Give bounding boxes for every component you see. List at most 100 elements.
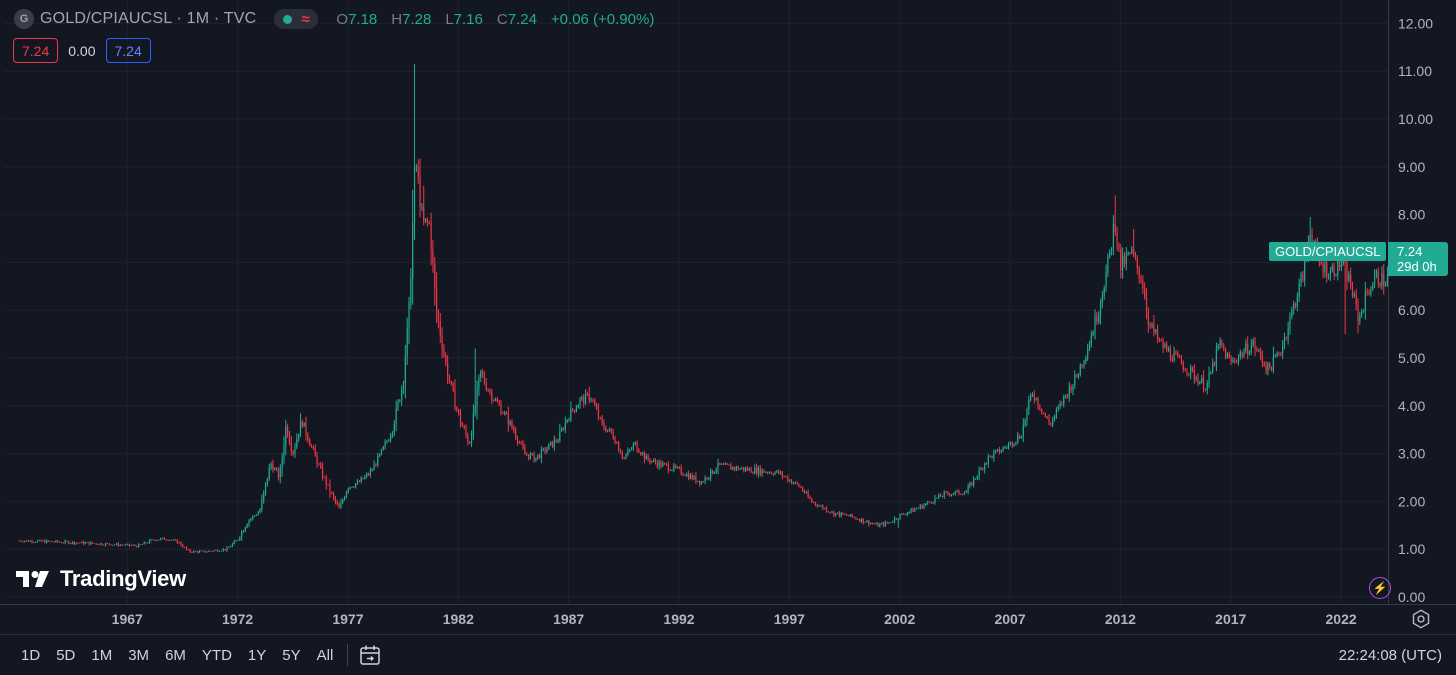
candle-body <box>888 522 890 524</box>
market-status-pill[interactable]: ≈ <box>274 9 319 29</box>
candle-body <box>141 544 143 545</box>
candle-body <box>1167 348 1170 351</box>
period-1m[interactable]: 1M <box>91 646 113 664</box>
candle-body <box>369 470 371 475</box>
candle-body <box>763 469 765 473</box>
candle-body <box>952 493 955 495</box>
candle-body <box>1088 343 1091 350</box>
candle-body <box>1019 435 1021 439</box>
candle-body <box>1028 399 1030 410</box>
candle-body <box>364 476 366 479</box>
candle-body <box>704 477 706 482</box>
candle-body <box>327 484 329 486</box>
symbol-legend: G GOLD/CPIAUCSL · 1M · TVC ≈ O7.18 H7.28… <box>14 8 654 30</box>
candle-body <box>706 477 708 480</box>
candle-body <box>336 501 338 505</box>
candle-body <box>1030 394 1032 400</box>
candle-body <box>1160 340 1162 341</box>
time-tick-label: 1977 <box>332 611 363 627</box>
candle-body <box>1037 398 1039 407</box>
candle-body <box>55 540 57 543</box>
period-all[interactable]: All <box>316 646 334 664</box>
period-5d[interactable]: 5D <box>56 646 76 664</box>
candle-body <box>1204 389 1206 390</box>
candle-body <box>675 465 677 468</box>
time-axis[interactable]: 1967 1972 1977 1982 1987 1992 1997 2002 2007 2012… <box>112 611 1357 627</box>
candle-body <box>787 477 789 481</box>
candle-body <box>193 551 195 553</box>
period-6m[interactable]: 6M <box>165 646 186 664</box>
candle-body <box>1340 263 1343 268</box>
candle-body <box>1232 359 1234 362</box>
candle-body <box>1366 291 1368 293</box>
candle-body <box>1118 243 1120 249</box>
candle-body <box>643 452 646 460</box>
candle-body <box>176 540 178 543</box>
period-1y[interactable]: 1Y <box>247 646 267 664</box>
candle-body <box>719 463 721 465</box>
candle-body <box>739 468 741 470</box>
candle-body <box>778 470 780 474</box>
chart-settings-gear-icon[interactable] <box>1410 608 1432 630</box>
period-5y[interactable]: 5Y <box>282 646 301 664</box>
tradingview-logo[interactable]: TradingView <box>16 566 186 592</box>
candle-body <box>184 547 186 548</box>
candle-body <box>768 472 771 474</box>
candle-body <box>47 540 50 542</box>
tradingview-logo-text: TradingView <box>60 566 186 591</box>
candle-body <box>134 544 136 546</box>
utc-clock[interactable]: 22:24:08 (UTC) <box>1338 646 1442 664</box>
candle-body <box>1208 373 1210 384</box>
last-price-label: 7.24 29d 0h <box>1388 242 1448 276</box>
candle-body <box>879 524 881 527</box>
candle-body <box>435 288 438 313</box>
candle-body <box>344 496 346 500</box>
candle-body <box>805 492 807 493</box>
candle-body <box>1291 310 1293 317</box>
lightning-icon[interactable]: ⚡ <box>1369 577 1391 599</box>
candle-body <box>594 400 596 406</box>
candle-body <box>491 392 493 401</box>
time-tick-label: 1992 <box>663 611 694 627</box>
candle-body <box>230 546 232 548</box>
price-axis[interactable]: 0.001.002.003.004.005.006.007.008.009.00… <box>1398 15 1433 605</box>
candle-body <box>1136 257 1138 269</box>
candle-body <box>721 463 723 465</box>
study-value-red[interactable]: 7.24 <box>13 38 59 63</box>
series-name-label: GOLD/CPIAUCSL <box>1269 242 1387 261</box>
grid <box>4 0 1388 604</box>
candle-body <box>1327 277 1330 278</box>
period-1d[interactable]: 1D <box>21 646 41 664</box>
candle-body <box>139 544 142 546</box>
candle-body <box>1372 285 1374 290</box>
candle-body <box>439 321 441 336</box>
candle-body <box>570 408 572 420</box>
candle-body <box>754 467 756 473</box>
candle-body <box>792 482 794 484</box>
candle-body <box>647 455 649 460</box>
candle-body <box>493 400 495 401</box>
candle-body <box>1333 266 1335 276</box>
symbol-title[interactable]: GOLD/CPIAUCSL · 1M · TVC <box>40 10 257 27</box>
candle-body <box>934 497 936 503</box>
date-range-icon[interactable] <box>358 643 382 667</box>
candle-body <box>268 468 270 479</box>
candle-body <box>862 518 864 523</box>
candle-body <box>51 541 53 543</box>
candle-body <box>687 473 690 479</box>
close-value: C7.24 <box>496 10 537 28</box>
candle-body <box>827 511 829 513</box>
candle-body <box>572 408 574 411</box>
candle-body <box>220 550 223 552</box>
candle-body <box>97 544 99 546</box>
period-3m[interactable]: 3M <box>128 646 150 664</box>
period-ytd[interactable]: YTD <box>201 646 232 664</box>
candle-body <box>1180 357 1183 364</box>
candle-body <box>984 464 986 470</box>
candle-body <box>388 440 390 442</box>
study-value-blue[interactable]: 7.24 <box>105 38 151 63</box>
candle-body <box>478 377 480 389</box>
candle-body <box>939 494 942 497</box>
candle-body <box>599 417 601 419</box>
